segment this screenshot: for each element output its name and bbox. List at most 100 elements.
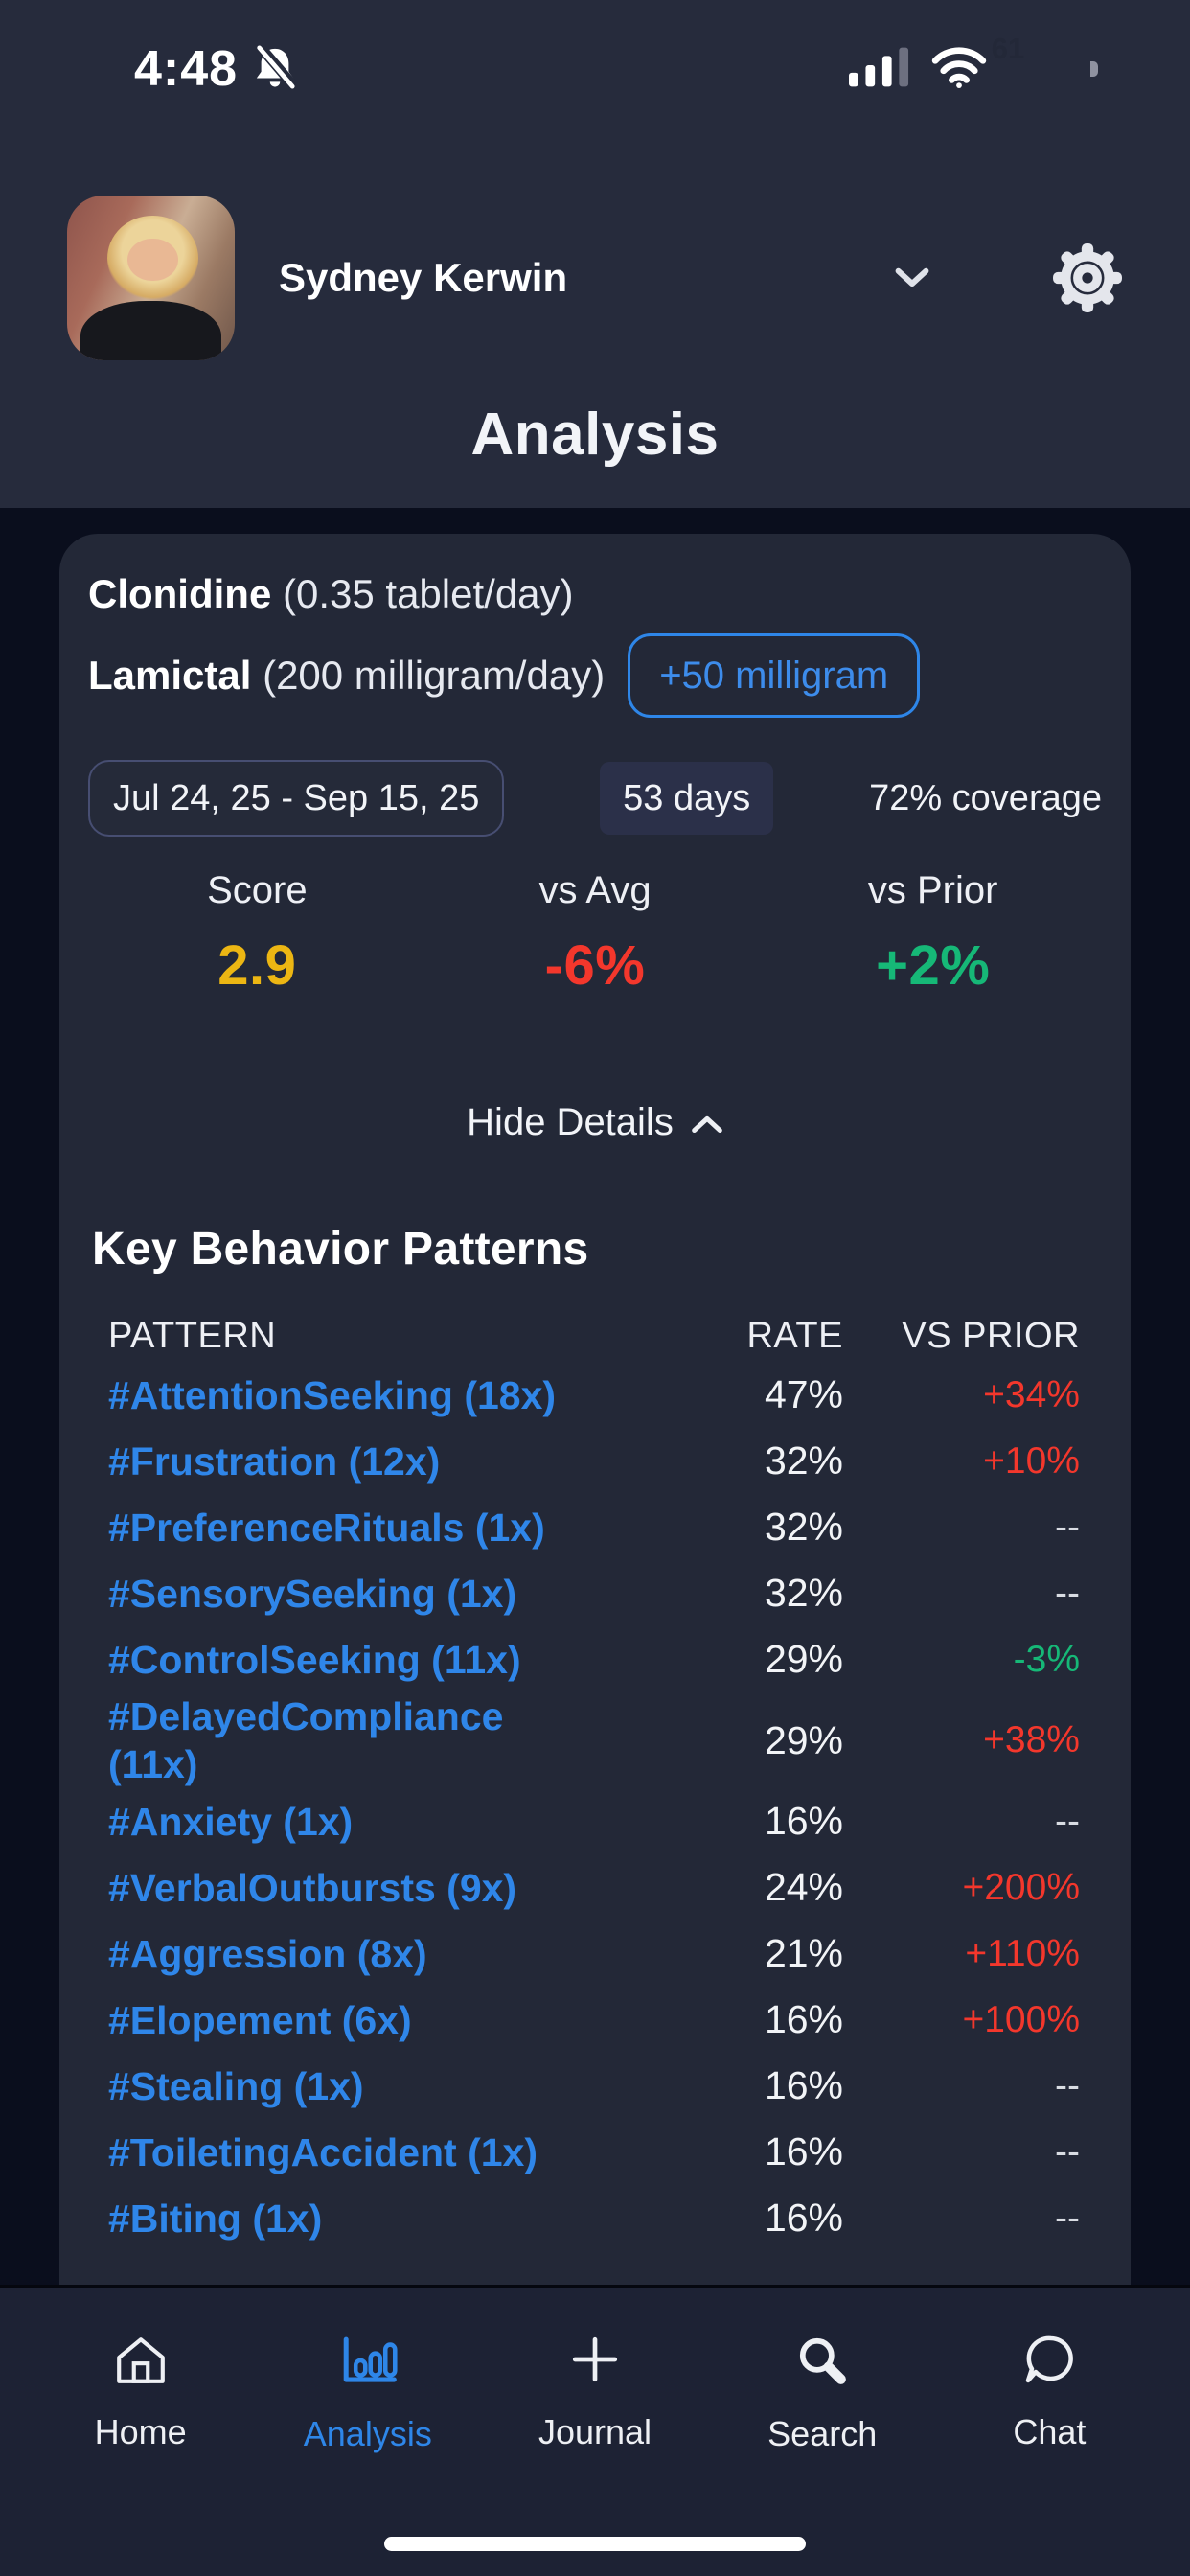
plus-icon: [569, 2334, 621, 2385]
vs-prior-value: +110%: [965, 1932, 1080, 1974]
battery-icon: 61: [992, 32, 1098, 89]
stat: Score 2.9: [88, 869, 426, 998]
table-row: #Elopement (6x) 16% +100%: [108, 1987, 1080, 2053]
table-row: #ControlSeeking (11x) 29% -3%: [108, 1626, 1080, 1692]
pattern-link[interactable]: #Aggression (8x): [108, 1931, 427, 1976]
profile-row: Sydney Kerwin: [0, 196, 1190, 360]
pattern-link[interactable]: #DelayedCompliance (11x): [108, 1694, 504, 1786]
pattern-link[interactable]: #VerbalOutbursts (9x): [108, 1865, 517, 1910]
status-bar: 4:48: [0, 32, 1190, 100]
vs-prior-value: --: [1055, 2064, 1080, 2106]
avatar-art: [127, 238, 178, 282]
profile-photo[interactable]: [67, 196, 235, 360]
pattern-link[interactable]: #Biting (1x): [108, 2196, 323, 2241]
avatar-art: [80, 301, 221, 360]
nav-item-chat[interactable]: Chat: [936, 2334, 1163, 2576]
bell-muted-icon: [253, 42, 298, 95]
stat-value: +2%: [876, 934, 991, 997]
chevron-up-icon: [691, 1101, 723, 1144]
pattern-link[interactable]: #SensorySeeking (1x): [108, 1571, 517, 1616]
vs-prior-value: +38%: [983, 1719, 1080, 1760]
patterns-table-header: PATTERN RATE VS PRIOR: [108, 1314, 1080, 1358]
rate-value: 16%: [764, 2063, 843, 2107]
rate-value: 29%: [764, 1637, 843, 1681]
status-left: 4:48: [134, 40, 298, 98]
rate-value: 16%: [764, 2196, 843, 2240]
rate-value: 47%: [764, 1372, 843, 1416]
rate-value: 21%: [764, 1931, 843, 1975]
coverage-label: 72% coverage: [869, 777, 1102, 818]
vs-prior-value: --: [1055, 2130, 1080, 2173]
vs-prior-value: --: [1055, 2196, 1080, 2239]
hide-details-label: Hide Details: [467, 1101, 674, 1143]
rate-value: 32%: [764, 1438, 843, 1483]
pattern-link[interactable]: #Stealing (1x): [108, 2063, 364, 2108]
patterns-table: PATTERN RATE VS PRIOR #AttentionSeeking …: [108, 1314, 1080, 2251]
pattern-link[interactable]: #ToiletingAccident (1x): [108, 2129, 538, 2174]
chat-icon: [1022, 2334, 1076, 2385]
vs-prior-value: +34%: [983, 1373, 1080, 1415]
status-right: 61: [849, 32, 1098, 93]
vs-prior-value: -3%: [1013, 1638, 1080, 1680]
pattern-link[interactable]: #Elopement (6x): [108, 1997, 412, 2042]
table-row: #DelayedCompliance (11x) 29% +38%: [108, 1692, 1080, 1788]
table-row: #Frustration (12x) 32% +10%: [108, 1428, 1080, 1494]
stats-row: Score 2.9 vs Avg -6% vs Prior +2%: [88, 869, 1102, 998]
clock: 4:48: [134, 41, 239, 97]
battery-nub: [1090, 61, 1098, 77]
hide-details-toggle[interactable]: Hide Details: [88, 1101, 1102, 1144]
medication-name: Clonidine: [88, 571, 272, 616]
chevron-down-icon[interactable]: [895, 267, 929, 288]
top-section: 4:48: [0, 0, 1190, 508]
vs-prior-value: +10%: [983, 1439, 1080, 1482]
search-icon: [795, 2334, 849, 2387]
table-row: #Biting (1x) 16% --: [108, 2185, 1080, 2251]
table-row: #SensorySeeking (1x) 32% --: [108, 1560, 1080, 1626]
vs-prior-value: --: [1055, 1572, 1080, 1614]
nav-label: Search: [767, 2414, 878, 2453]
pattern-link[interactable]: #Frustration (12x): [108, 1438, 441, 1484]
medication-line-2: Lamictal (200 milligram/day) +50 milligr…: [88, 633, 1102, 718]
rate-value: 16%: [764, 1997, 843, 2041]
pattern-link[interactable]: #ControlSeeking (11x): [108, 1637, 521, 1682]
stat: vs Avg -6%: [426, 869, 765, 998]
medication-line-1: Clonidine (0.35 tablet/day): [88, 568, 1102, 620]
table-row: #AttentionSeeking (18x) 47% +34%: [108, 1362, 1080, 1428]
rate-value: 32%: [764, 1505, 843, 1549]
section-heading: Key Behavior Patterns: [92, 1224, 589, 1275]
nav-item-journal[interactable]: Journal: [481, 2334, 708, 2576]
pattern-link[interactable]: #Anxiety (1x): [108, 1799, 354, 1844]
stat-value: 2.9: [217, 934, 297, 997]
nav-label: Chat: [1013, 2412, 1087, 2451]
stat-label: vs Avg: [538, 869, 652, 911]
rate-value: 16%: [764, 1799, 843, 1843]
vs-prior-value: +200%: [962, 1866, 1080, 1908]
table-row: #Aggression (8x) 21% +110%: [108, 1920, 1080, 1987]
date-range-chip[interactable]: Jul 24, 25 - Sep 15, 25: [88, 760, 505, 837]
nav-label: Journal: [538, 2412, 652, 2451]
medication-dose: (0.35 tablet/day): [283, 571, 574, 616]
pattern-link[interactable]: #PreferenceRituals (1x): [108, 1505, 545, 1550]
nav-label: Home: [94, 2412, 187, 2451]
medication-name: Lamictal: [88, 653, 252, 698]
rate-value: 24%: [764, 1865, 843, 1909]
home-indicator[interactable]: [384, 2537, 806, 2551]
column-header-pattern: PATTERN: [108, 1315, 277, 1356]
period-row: Jul 24, 25 - Sep 15, 25 53 days 72% cove…: [88, 760, 1102, 837]
signal-icon: [849, 46, 910, 93]
stat: vs Prior +2%: [764, 869, 1102, 998]
nav-item-analysis[interactable]: Analysis: [254, 2334, 481, 2576]
pattern-link[interactable]: #AttentionSeeking (18x): [108, 1372, 557, 1417]
table-row: #PreferenceRituals (1x) 32% --: [108, 1494, 1080, 1560]
dose-change-button[interactable]: +50 milligram: [628, 633, 921, 718]
nav-item-search[interactable]: Search: [709, 2334, 936, 2576]
settings-gear-icon[interactable]: [1052, 242, 1123, 313]
vs-prior-value: --: [1055, 1800, 1080, 1842]
nav-item-home[interactable]: Home: [27, 2334, 254, 2576]
nav-label: Analysis: [303, 2414, 432, 2453]
analysis-card: Clonidine (0.35 tablet/day) Lamictal (20…: [59, 534, 1131, 2285]
profile-name[interactable]: Sydney Kerwin: [279, 255, 568, 300]
rate-value: 29%: [764, 1717, 843, 1762]
vs-prior-value: +100%: [962, 1998, 1080, 2040]
